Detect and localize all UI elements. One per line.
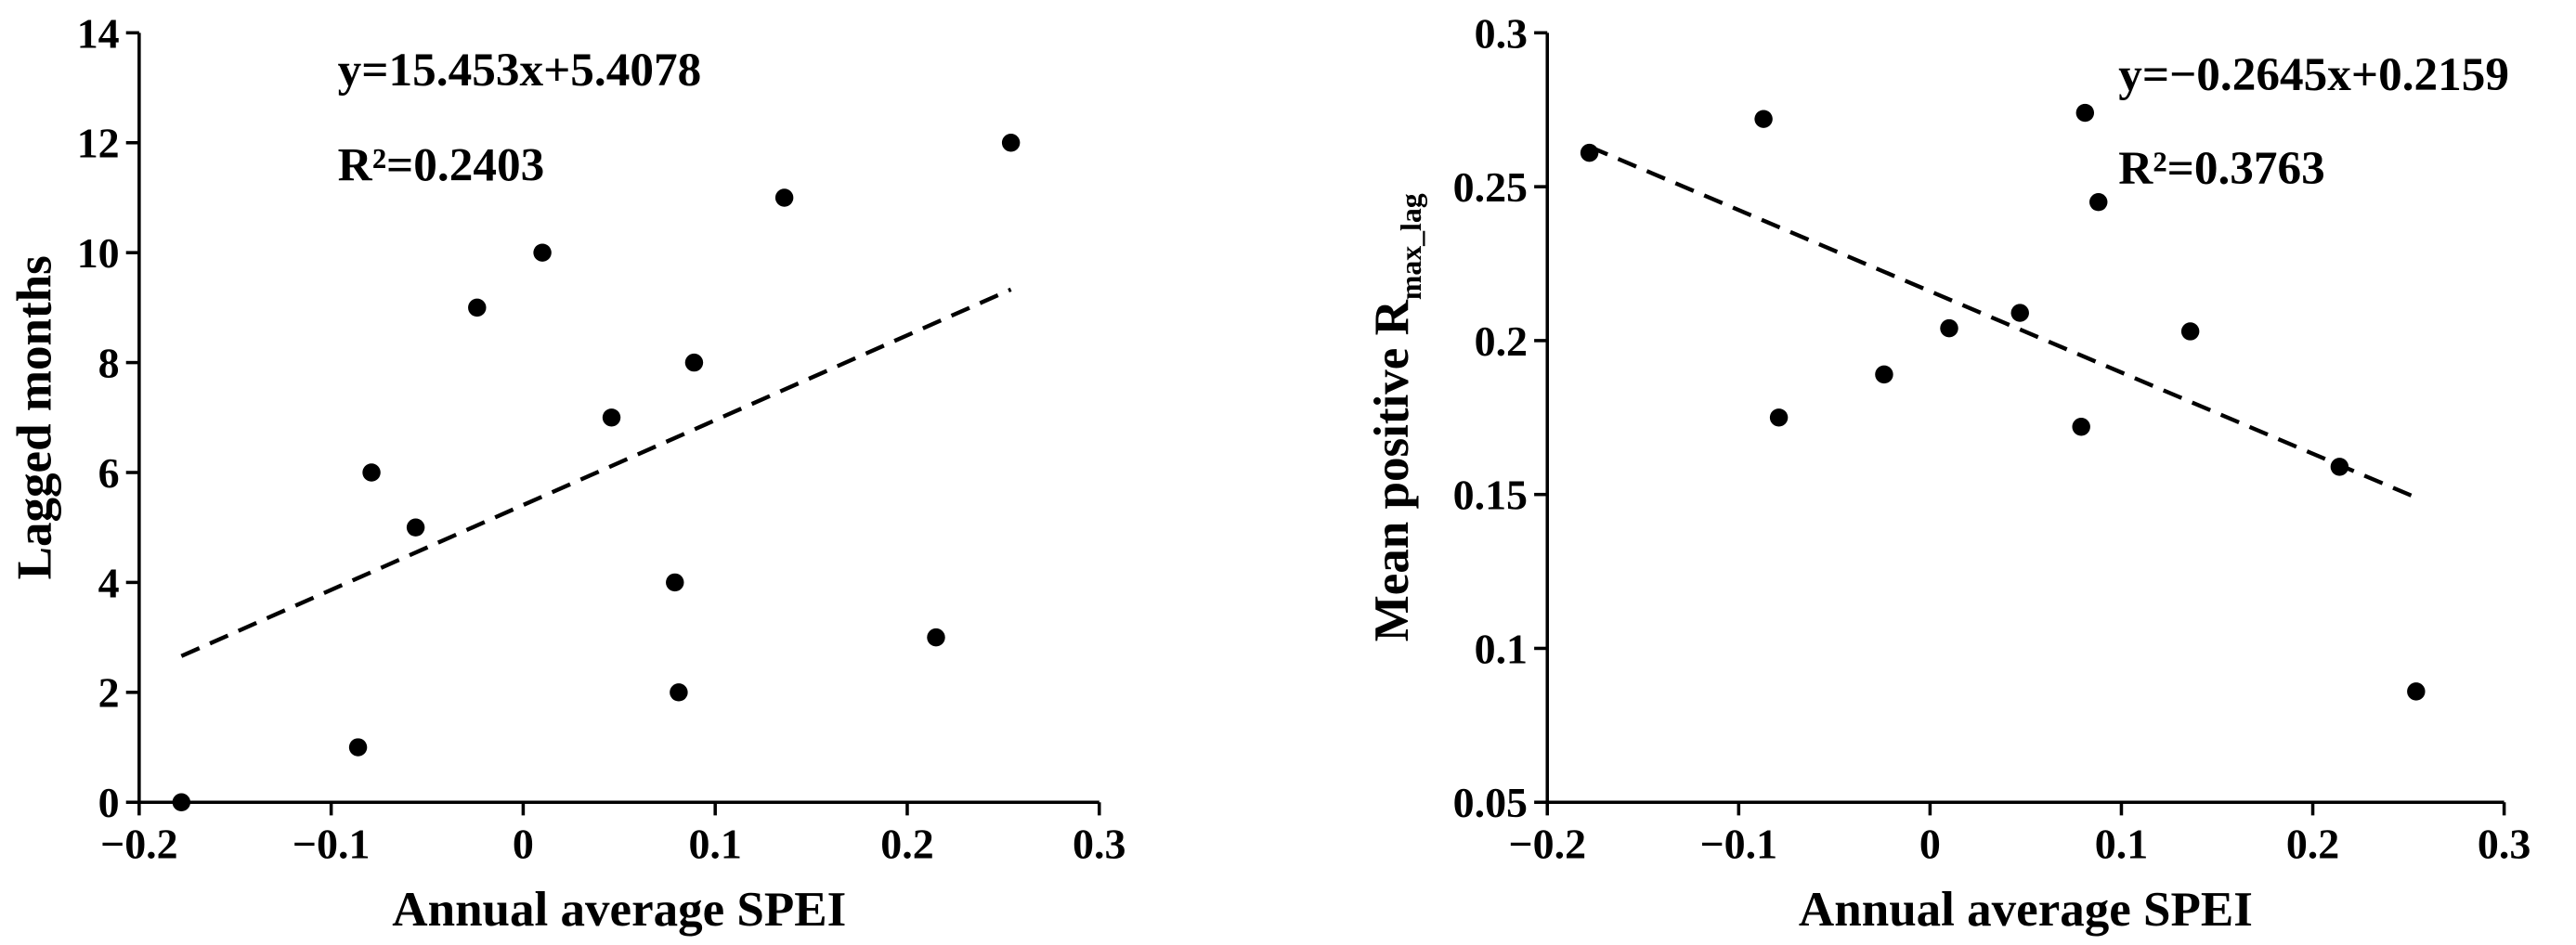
- equation: y=15.453x+5.4078: [338, 44, 702, 97]
- data-point: [533, 243, 552, 262]
- x-axis-title: Annual average SPEI: [1799, 883, 2253, 937]
- data-point: [1001, 134, 1021, 152]
- data-point: [666, 573, 684, 592]
- r-squared: R²=0.2403: [338, 138, 545, 191]
- x-tick-label: 0: [1919, 820, 1941, 867]
- trend-line: [1588, 144, 2417, 500]
- data-point: [2407, 682, 2426, 701]
- data-point: [1769, 408, 1789, 427]
- data-point: [927, 628, 945, 647]
- data-point: [348, 738, 368, 757]
- x-tick-label: 0.1: [2095, 820, 2148, 867]
- data-point: [1580, 143, 1599, 162]
- y-tick-label: 8: [98, 339, 120, 386]
- y-axis-title: Mean positive Rmax_lag: [1365, 193, 1427, 641]
- data-point: [684, 353, 704, 372]
- y-tick-label: 14: [77, 9, 120, 57]
- data-point: [172, 793, 191, 811]
- data-point: [2075, 103, 2095, 123]
- y-axis-title-subscript: max_lag: [1395, 193, 1427, 300]
- y-axis-title-main: Lagged months: [7, 255, 61, 579]
- y-tick-label: 0.05: [1453, 779, 1528, 826]
- x-axis-title: Annual average SPEI: [392, 883, 846, 937]
- equation: y=−0.2645x+0.2159: [2118, 48, 2509, 101]
- x-tick-label: 0.3: [2478, 820, 2530, 867]
- y-axis-title: Lagged months: [7, 255, 61, 579]
- data-point: [362, 463, 381, 482]
- r-squared: R²=0.3763: [2118, 142, 2325, 195]
- x-tick-label: −0.1: [293, 820, 371, 867]
- data-point: [468, 298, 487, 317]
- data-point: [602, 408, 621, 427]
- data-point: [1754, 110, 1773, 128]
- y-tick-label: 6: [98, 449, 120, 497]
- data-point: [2010, 304, 2029, 322]
- data-point: [2330, 458, 2349, 476]
- y-tick-label: 10: [77, 229, 120, 277]
- data-point: [670, 683, 688, 702]
- data-point: [2089, 192, 2108, 212]
- y-tick-label: 4: [98, 559, 120, 606]
- x-tick-label: −0.2: [1508, 820, 1586, 867]
- trend-line: [180, 287, 1012, 658]
- y-axis-title-main: Mean positive R: [1365, 299, 1419, 641]
- data-point: [2072, 418, 2090, 436]
- y-tick-label: 0.25: [1453, 163, 1528, 211]
- data-point: [406, 518, 425, 537]
- data-point: [774, 188, 794, 207]
- y-tick-label: 0.2: [1475, 317, 1528, 365]
- x-tick-label: 0.2: [880, 820, 933, 867]
- x-tick-label: 0.3: [1073, 820, 1125, 867]
- y-tick-label: 2: [98, 669, 120, 717]
- x-tick-label: −0.1: [1700, 820, 1778, 867]
- x-tick-label: 0: [513, 820, 534, 867]
- data-point: [1875, 365, 1893, 384]
- data-point: [1940, 318, 1958, 338]
- data-point: [2180, 322, 2200, 341]
- x-tick-label: 0.1: [688, 820, 741, 867]
- y-tick-label: 0.15: [1453, 472, 1528, 519]
- x-tick-label: −0.2: [100, 820, 178, 867]
- x-tick-label: 0.2: [2286, 820, 2339, 867]
- y-tick-label: 0.3: [1475, 9, 1528, 57]
- y-tick-label: 0: [98, 779, 120, 826]
- y-tick-label: 0.1: [1475, 625, 1528, 672]
- y-tick-label: 12: [77, 120, 120, 167]
